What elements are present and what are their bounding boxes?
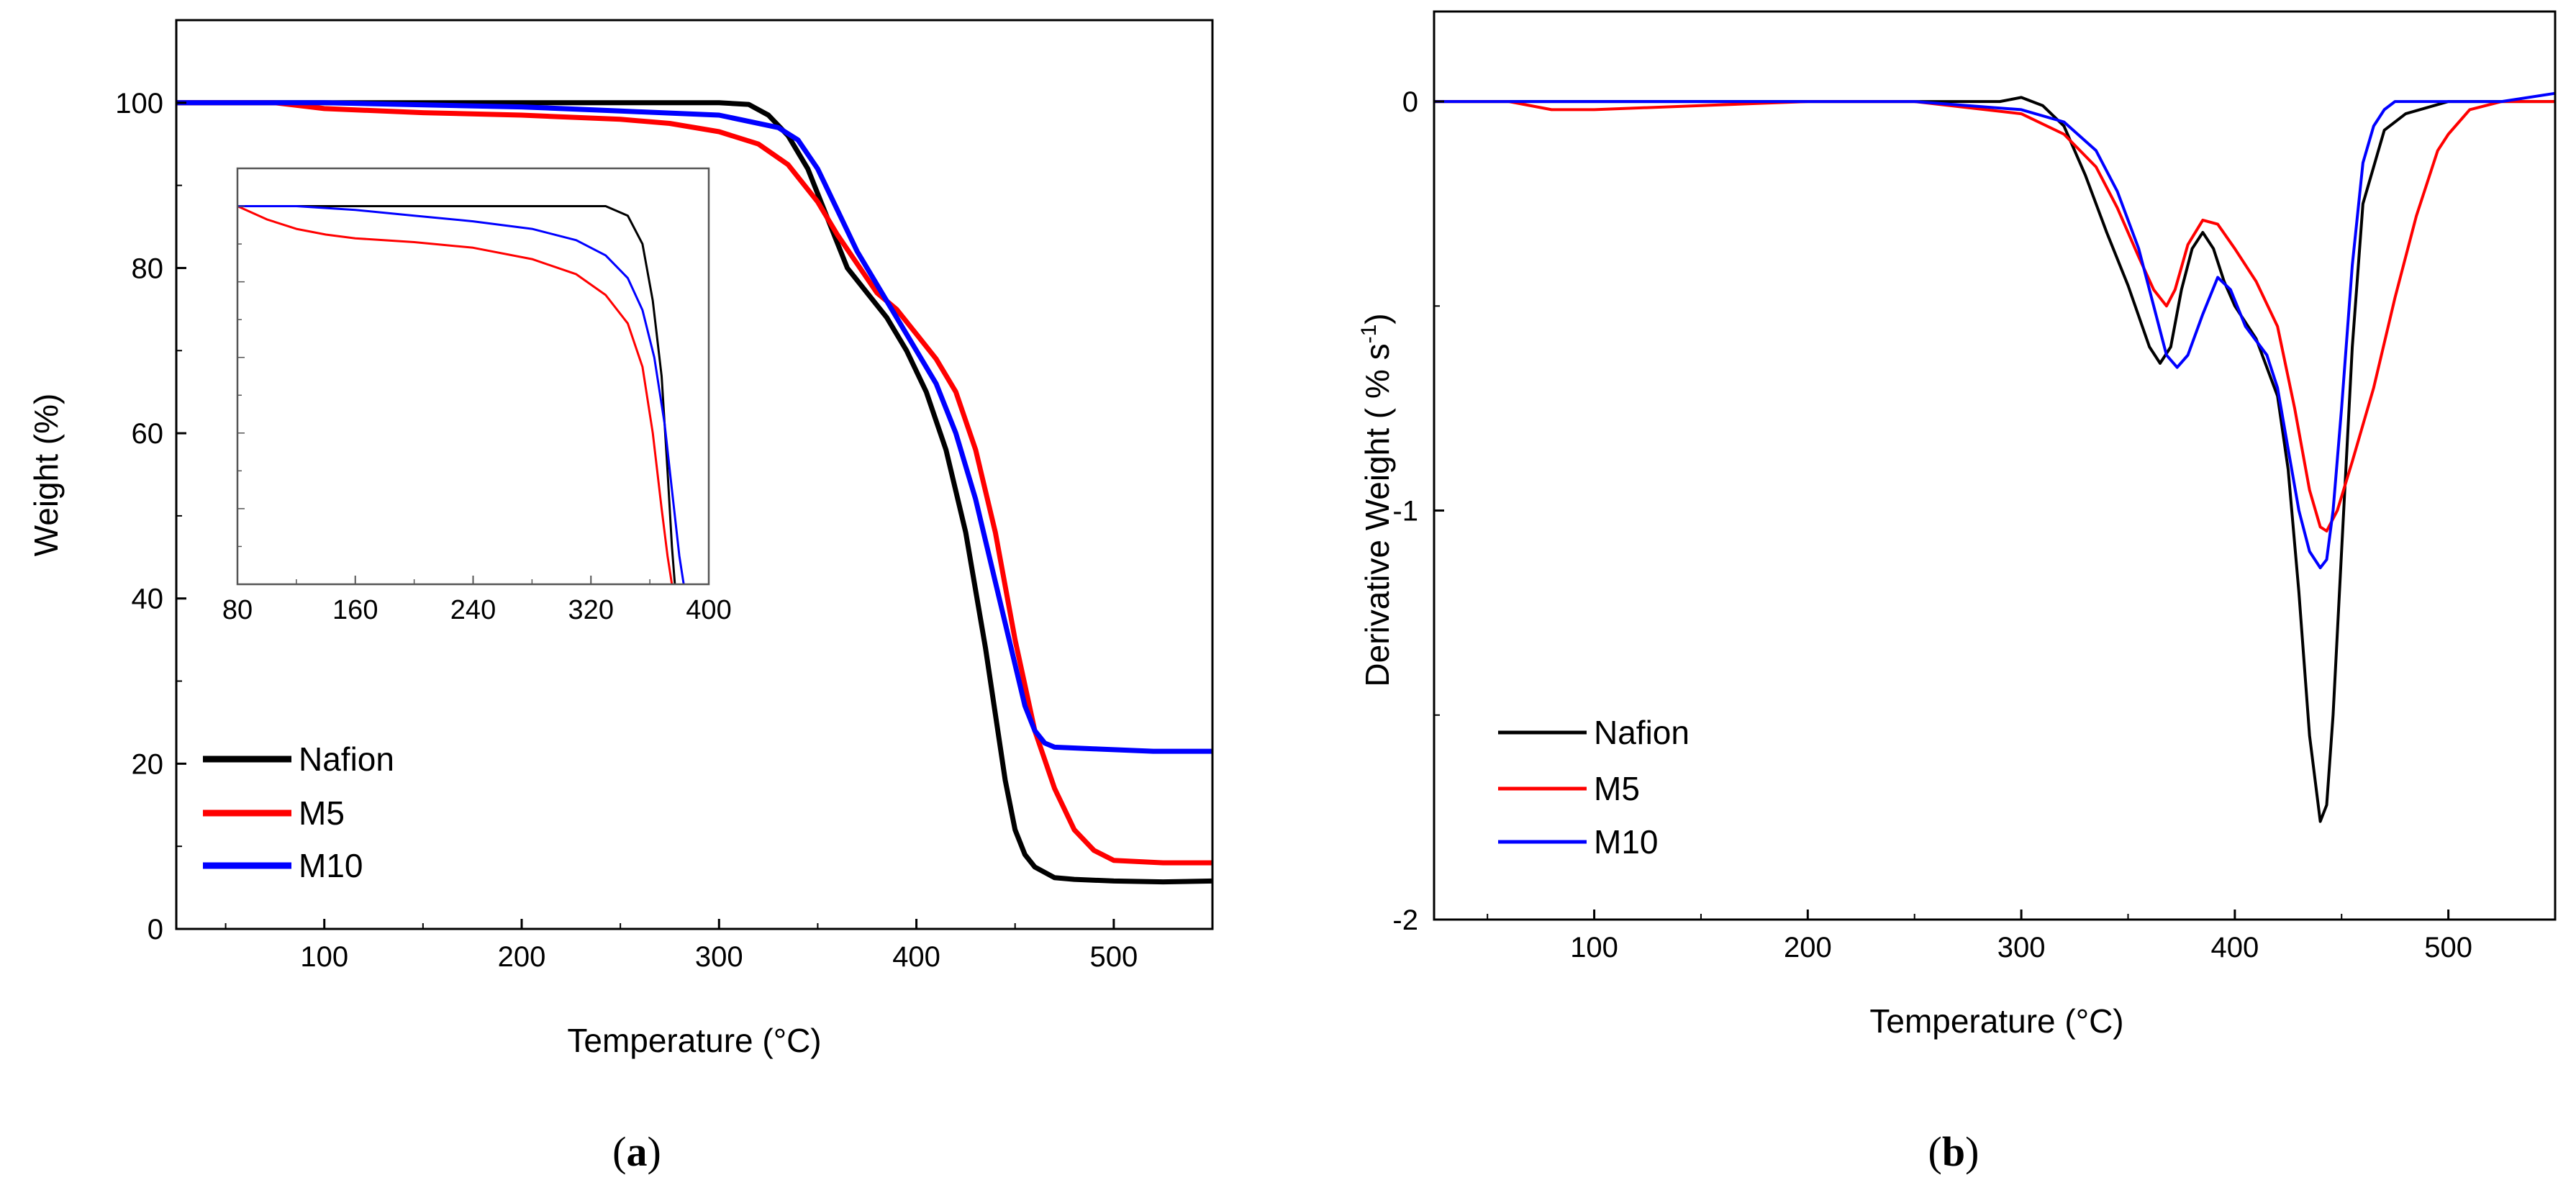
legend-label-m10: M10 <box>299 847 363 884</box>
panel-b-caption: (b) <box>1928 1128 1979 1175</box>
legend-label-m5: M5 <box>299 794 345 832</box>
panel-a-series-m10 <box>176 100 1212 754</box>
panel-b-caption-close: ) <box>1965 1128 1979 1175</box>
inset-x-tick-label: 80 <box>222 595 253 625</box>
inset-x-tick-label: 400 <box>686 595 731 625</box>
panel-b-x-tick-label: 300 <box>1997 932 2046 963</box>
legend-label-m5: M5 <box>1594 770 1640 807</box>
panel-b-y-tick-label: -1 <box>1392 496 1418 527</box>
panel-a-y-tick-label: 60 <box>132 418 164 450</box>
panel-b-x-tick-label: 200 <box>1784 932 1832 963</box>
panel-a-caption: (a) <box>612 1128 661 1175</box>
panel-b-y-tick-label: -2 <box>1392 904 1418 936</box>
panel-a-y-tick-label: 100 <box>115 88 163 119</box>
panel-a-inset-chart: 80 160 240 320 400 <box>222 167 732 625</box>
panel-a-caption-close: ) <box>648 1128 661 1175</box>
inset-x-tick-label: 320 <box>568 595 614 625</box>
panel-b-y-axis-label: Derivative Weight ( % s-1) <box>1357 313 1396 686</box>
panel-b-y-tick-label: 0 <box>1402 86 1418 118</box>
panel-a-x-axis-label: Temperature (°C) <box>567 1022 821 1059</box>
inset-series-m5 <box>237 205 674 585</box>
panel-a-caption-letter: a <box>627 1128 648 1175</box>
inset-series-nafion <box>237 205 676 585</box>
panel-b-curves <box>1434 91 2556 823</box>
panel-b-y-label-sup: -1 <box>1357 325 1381 344</box>
legend-label-nafion: Nafion <box>299 740 394 778</box>
panel-b-caption-letter: b <box>1942 1128 1965 1175</box>
panel-b-caption-open: ( <box>1928 1128 1942 1175</box>
panel-a-x-tick-label: 300 <box>695 941 743 973</box>
panel-a-x-tick-label: 100 <box>300 941 348 973</box>
panel-b-x-tick-label: 400 <box>2210 932 2259 963</box>
legend-label-nafion: Nafion <box>1594 714 1690 751</box>
panel-a-x-tick-label: 200 <box>498 941 546 973</box>
panel-b-dtg-chart: 100 200 300 400 500 -2 -1 0 Temperature (°C) D… <box>1357 10 2557 1175</box>
panel-b-y-label-main: Derivative Weight ( % s <box>1359 343 1396 686</box>
panel-a-x-tick-label: 500 <box>1089 941 1138 973</box>
panel-a-y-ticks: 0 20 40 60 80 100 <box>115 88 186 945</box>
panel-b-plot-frame <box>1433 10 2557 921</box>
inset-x-tick-label: 160 <box>332 595 378 625</box>
panel-a-y-tick-label: 40 <box>132 584 164 615</box>
panel-a-tga-chart: 100 200 300 400 500 0 20 40 60 80 100 Temperature… <box>27 19 1214 1175</box>
panel-b-y-label-end: ) <box>1359 313 1396 324</box>
panel-a-x-ticks: 100 200 300 400 500 <box>225 919 1138 973</box>
panel-a-x-tick-label: 400 <box>892 941 940 973</box>
inset-curves <box>237 205 685 585</box>
panel-a-legend: Nafion M5 M10 <box>203 740 394 884</box>
panel-b-series-nafion <box>1434 96 2555 823</box>
panel-b-series-m5 <box>1434 100 2555 532</box>
panel-b-x-ticks: 100 200 300 400 500 <box>1487 910 2472 963</box>
panel-a-series-nafion <box>176 100 1213 885</box>
legend-label-m10: M10 <box>1594 823 1658 861</box>
panel-a-y-tick-label: 0 <box>148 914 163 945</box>
panel-b-x-tick-label: 100 <box>1570 932 1618 963</box>
panel-b-y-ticks: -2 -1 0 <box>1392 86 1444 936</box>
panel-a-caption-open: ( <box>612 1128 626 1175</box>
inset-x-tick-label: 240 <box>450 595 496 625</box>
inset-series-m10 <box>237 205 685 585</box>
panel-a-curves <box>176 100 1213 885</box>
panel-a-y-axis-label: Weight (%) <box>27 394 65 557</box>
panel-a-plot-frame <box>175 19 1214 930</box>
panel-a-y-tick-label: 80 <box>132 253 164 284</box>
panel-b-x-axis-label: Temperature (°C) <box>1869 1002 2123 1040</box>
panel-b-legend: Nafion M5 M10 <box>1498 714 1690 861</box>
panel-a-y-tick-label: 20 <box>132 748 164 780</box>
inset-y-tick-marks <box>237 205 245 548</box>
panel-b-series-m10 <box>1434 91 2556 570</box>
panel-b-x-tick-label: 500 <box>2424 932 2472 963</box>
inset-background <box>237 168 709 584</box>
inset-x-ticks: 80 160 240 320 400 <box>222 576 732 625</box>
